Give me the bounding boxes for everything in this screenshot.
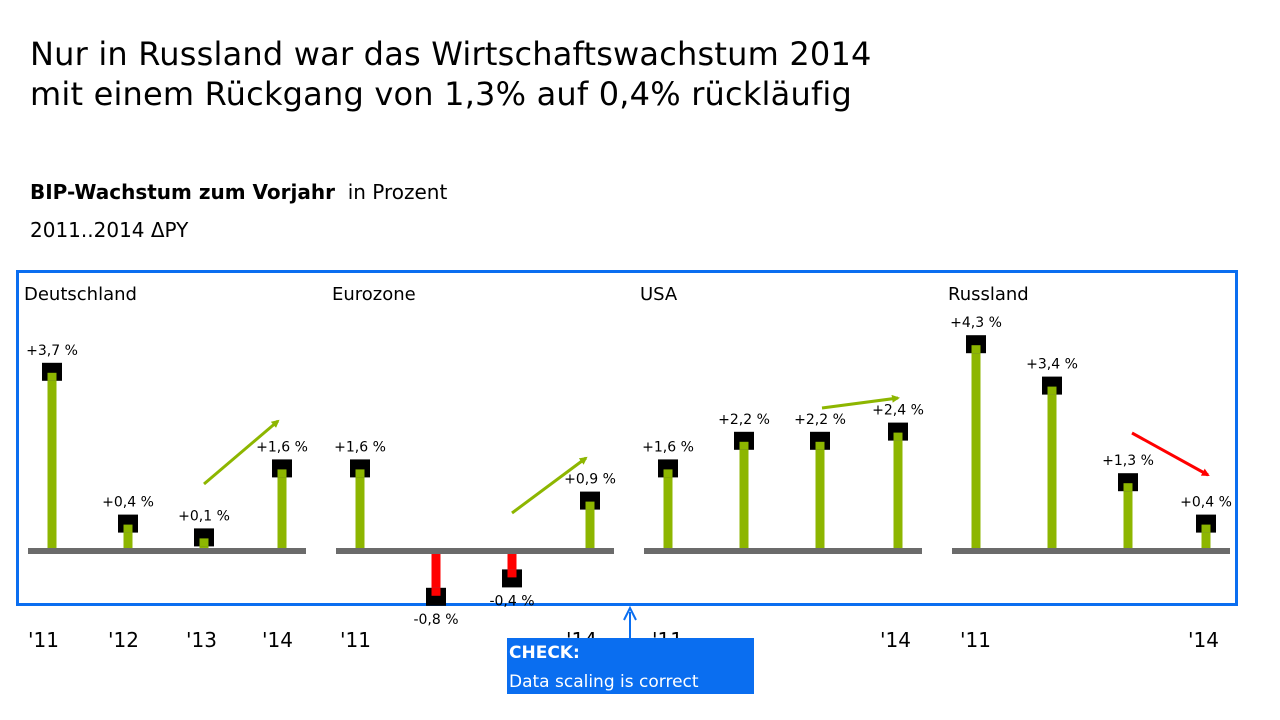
panel-title-usa: USA — [640, 284, 678, 305]
data-label-usa-2: +2,2 % — [794, 412, 846, 428]
bar-marker-fill-eurozone-1 — [431, 587, 441, 596]
bar-deutschland-0 — [47, 380, 57, 551]
bar-marker-eurozone-3 — [580, 491, 600, 510]
bar-usa-2 — [815, 449, 825, 551]
headline-line-2: mit einem Rückgang von 1,3% auf 0,4% rüc… — [30, 75, 853, 113]
panel-title-eurozone: Eurozone — [332, 284, 416, 305]
subtitle-measure: BIP-Wachstum zum Vorjahr — [30, 180, 335, 204]
bar-usa-0 — [663, 477, 673, 551]
x-tick-label: '13 — [186, 628, 217, 652]
bar-marker-fill-eurozone-0 — [355, 469, 365, 478]
data-label-deutschland-2: +0,1 % — [178, 508, 230, 524]
headline-line-1: Nur in Russland war das Wirtschaftswachs… — [30, 35, 872, 73]
bar-eurozone-1 — [431, 551, 441, 588]
bar-eurozone-2 — [507, 551, 517, 570]
bar-marker-russland-2 — [1118, 473, 1138, 492]
bar-deutschland-1 — [123, 532, 133, 551]
bar-marker-fill-eurozone-2 — [507, 569, 517, 578]
data-label-deutschland-3: +1,6 % — [256, 439, 308, 455]
bar-marker-fill-russland-1 — [1047, 386, 1057, 395]
x-tick-label: '11 — [28, 628, 59, 652]
bar-russland-0 — [971, 353, 981, 551]
bar-marker-russland-1 — [1042, 376, 1062, 395]
data-label-eurozone-1: -0,8 % — [413, 612, 458, 628]
bar-marker-fill-eurozone-3 — [585, 501, 595, 510]
data-label-russland-1: +3,4 % — [1026, 357, 1078, 373]
x-tick-label: '11 — [340, 628, 371, 652]
axis-russland — [952, 548, 1230, 554]
data-label-russland-0: +4,3 % — [950, 315, 1002, 331]
bar-eurozone-3 — [585, 509, 595, 551]
trend-arrow-russland — [1131, 431, 1210, 477]
chart-period: 2011..2014 ΔPY — [30, 218, 189, 242]
bar-marker-usa-0 — [658, 459, 678, 478]
axis-deutschland — [28, 548, 306, 554]
bar-marker-fill-russland-0 — [971, 345, 981, 354]
bar-usa-1 — [739, 449, 749, 551]
bar-marker-fill-usa-0 — [663, 469, 673, 478]
bar-marker-usa-2 — [810, 431, 830, 450]
chart-subtitle: BIP-Wachstum zum Vorjahr in Prozent — [30, 180, 447, 204]
bar-marker-deutschland-0 — [42, 362, 62, 381]
trend-arrow-usa — [821, 394, 900, 410]
bar-marker-fill-deutschland-3 — [277, 469, 287, 478]
data-label-usa-3: +2,4 % — [872, 403, 924, 419]
x-tick-label: '14 — [1188, 628, 1219, 652]
bar-marker-fill-usa-2 — [815, 441, 825, 450]
panel-title-deutschland: Deutschland — [24, 284, 137, 305]
bar-russland-2 — [1123, 491, 1133, 551]
data-label-eurozone-0: +1,6 % — [334, 439, 386, 455]
bar-marker-fill-russland-3 — [1201, 524, 1211, 533]
bar-marker-deutschland-1 — [118, 514, 138, 533]
axis-eurozone — [336, 548, 614, 554]
bar-eurozone-0 — [355, 477, 365, 551]
bar-marker-usa-3 — [888, 422, 908, 441]
bar-marker-fill-deutschland-1 — [123, 524, 133, 533]
check-note-title: CHECK: — [509, 643, 580, 663]
bar-marker-fill-deutschland-0 — [47, 372, 57, 381]
scaling-frame — [16, 270, 1238, 606]
bar-russland-3 — [1201, 532, 1211, 551]
bar-marker-eurozone-2 — [502, 569, 522, 588]
bar-russland-1 — [1047, 394, 1057, 551]
bar-marker-deutschland-3 — [272, 459, 292, 478]
axis-usa — [644, 548, 922, 554]
data-label-russland-3: +0,4 % — [1180, 495, 1232, 511]
data-label-russland-2: +1,3 % — [1102, 453, 1154, 469]
bar-marker-eurozone-0 — [350, 459, 370, 478]
panel-title-russland: Russland — [948, 284, 1029, 305]
x-tick-label: '14 — [262, 628, 293, 652]
bar-marker-eurozone-1 — [426, 587, 446, 606]
headline: Nur in Russland war das Wirtschaftswachs… — [30, 34, 872, 114]
trend-arrow-deutschland — [203, 419, 280, 486]
check-note-text: Data scaling is correct — [509, 672, 699, 692]
bar-marker-fill-usa-1 — [739, 441, 749, 450]
bar-marker-russland-3 — [1196, 514, 1216, 533]
trend-arrow-eurozone — [511, 456, 588, 515]
data-label-usa-1: +2,2 % — [718, 412, 770, 428]
subtitle-unit: in Prozent — [347, 180, 448, 204]
bar-marker-fill-deutschland-2 — [199, 538, 209, 547]
data-label-usa-0: +1,6 % — [642, 439, 694, 455]
bar-marker-fill-usa-3 — [893, 432, 903, 441]
bar-marker-russland-0 — [966, 335, 986, 354]
data-label-deutschland-0: +3,7 % — [26, 343, 78, 359]
bar-marker-fill-russland-2 — [1123, 483, 1133, 492]
bar-marker-usa-1 — [734, 431, 754, 450]
x-tick-label: '14 — [880, 628, 911, 652]
data-label-eurozone-2: -0,4 % — [489, 593, 534, 609]
bar-usa-3 — [893, 440, 903, 551]
data-label-deutschland-1: +0,4 % — [102, 495, 154, 511]
bar-deutschland-3 — [277, 477, 287, 551]
x-tick-label: '11 — [960, 628, 991, 652]
x-tick-label: '12 — [108, 628, 139, 652]
check-pointer-arrowhead — [623, 605, 637, 621]
bar-marker-deutschland-2 — [194, 528, 214, 547]
data-label-eurozone-3: +0,9 % — [564, 472, 616, 488]
check-note: CHECK: Data scaling is correct — [507, 638, 754, 694]
